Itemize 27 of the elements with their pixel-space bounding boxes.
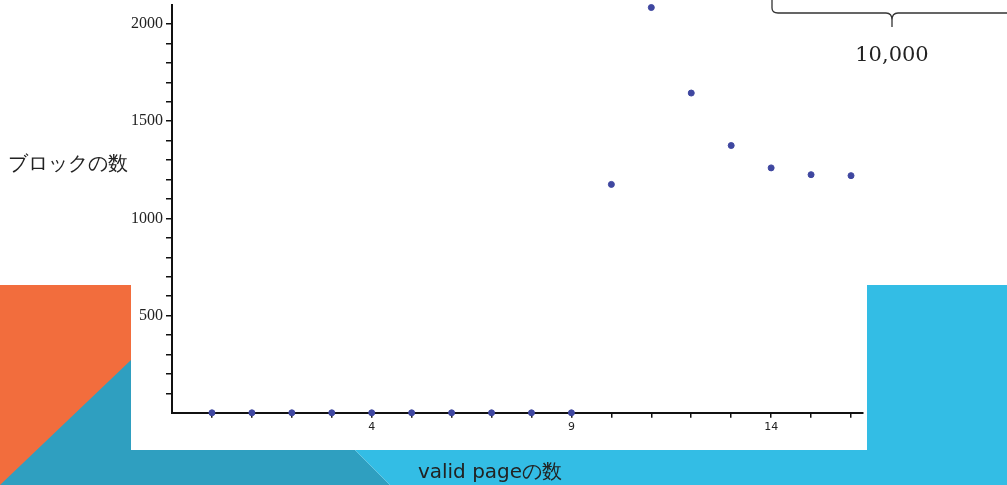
x-axis-title: valid pageの数 — [416, 458, 564, 485]
point — [607, 180, 615, 188]
point — [767, 164, 775, 172]
y-tick-label: 1500 — [131, 111, 163, 129]
point — [408, 409, 416, 417]
point — [488, 409, 496, 417]
point — [248, 409, 256, 417]
y-tick-label: 1000 — [131, 208, 163, 226]
point — [208, 409, 216, 417]
point — [448, 409, 456, 417]
point — [328, 409, 336, 417]
annotation: 10,000 — [854, 42, 930, 66]
point — [368, 409, 376, 417]
y-axis-title: ブロックの数 — [8, 150, 128, 177]
point — [647, 4, 655, 12]
y-tick-label: 2000 — [131, 14, 163, 32]
point — [847, 172, 855, 180]
y-tick-label: 500 — [139, 305, 163, 323]
point — [727, 142, 735, 150]
x-tick-label: 14 — [764, 420, 779, 434]
point — [527, 409, 535, 417]
point — [567, 409, 575, 417]
x-tick-label: 9 — [567, 420, 575, 434]
x-tick-label: 4 — [368, 420, 376, 434]
point — [807, 171, 815, 179]
point — [288, 409, 296, 417]
point — [687, 89, 695, 97]
